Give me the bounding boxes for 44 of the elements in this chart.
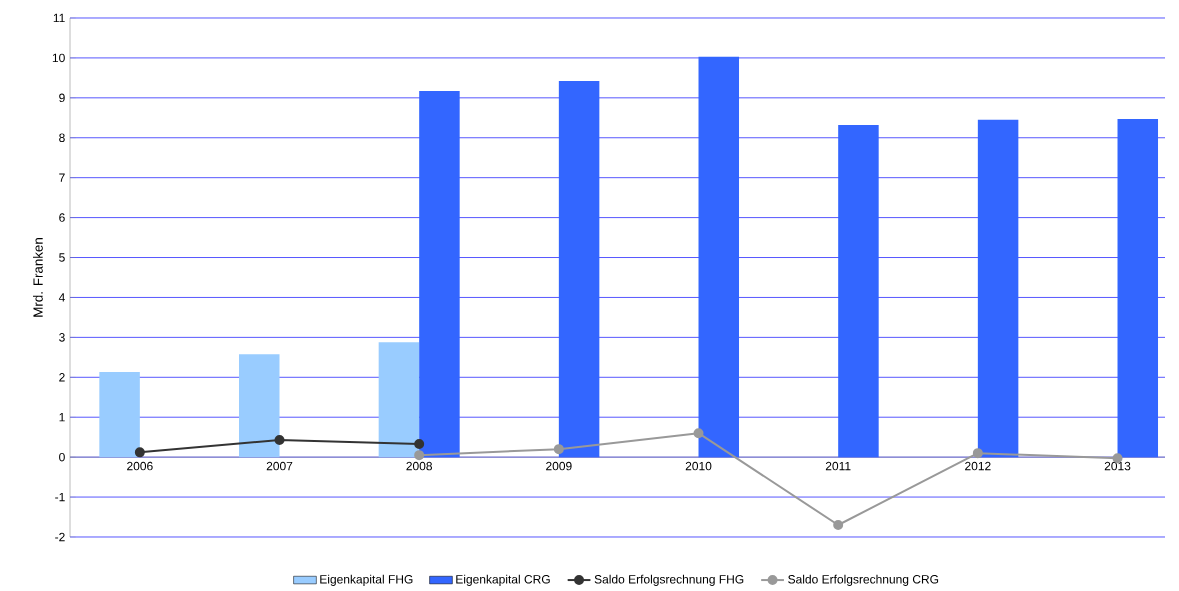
y-tick-label: -1 [55,492,65,502]
point [134,447,145,458]
legend-label: Saldo Erfolgsrechnung CRG [788,574,939,586]
legend-label: Saldo Erfolgsrechnung FHG [594,574,744,586]
point [972,448,983,459]
x-tick-label: 2006 [127,461,153,471]
y-tick-label: 10 [52,53,65,63]
legend-label: Eigenkapital FHG [320,574,413,586]
bar [698,56,740,458]
bar [239,354,280,458]
y-tick-label: 7 [59,173,65,182]
y-tick-label: 11 [53,13,65,23]
point [414,438,425,449]
x-tick-label: 2008 [406,461,432,471]
y-axis-title: Mrd. Franken [33,238,43,317]
point [553,444,564,455]
bar [419,91,460,458]
y-tick-label: -2 [55,532,65,542]
y-tick-label: 5 [59,253,65,262]
bar [838,124,879,458]
y-tick-label: 1 [59,413,65,422]
point [833,520,844,531]
bar [99,372,140,458]
point [414,450,425,461]
legend-label: Eigenkapital CRG [456,574,550,586]
bar [1117,118,1159,458]
y-tick-label: 4 [58,293,65,302]
y-tick-label: 0 [59,452,65,462]
y-tick-label: 6 [59,213,65,222]
x-tick-label: 2007 [266,461,293,471]
point [274,434,285,445]
bar [977,119,1019,458]
x-tick-label: 2013 [1104,461,1131,471]
y-tick-label: 3 [59,333,65,342]
x-tick-label: 2009 [546,461,572,471]
bar [558,81,600,458]
x-tick-label: 2012 [965,461,991,471]
bar [378,342,420,458]
y-tick-label: 2 [59,373,65,382]
x-tick-label: 2010 [685,461,712,471]
y-tick-label: 9 [59,93,65,103]
y-tick-label: 8 [59,133,65,143]
point [693,428,704,439]
x-tick-label: 2011 [825,461,851,471]
